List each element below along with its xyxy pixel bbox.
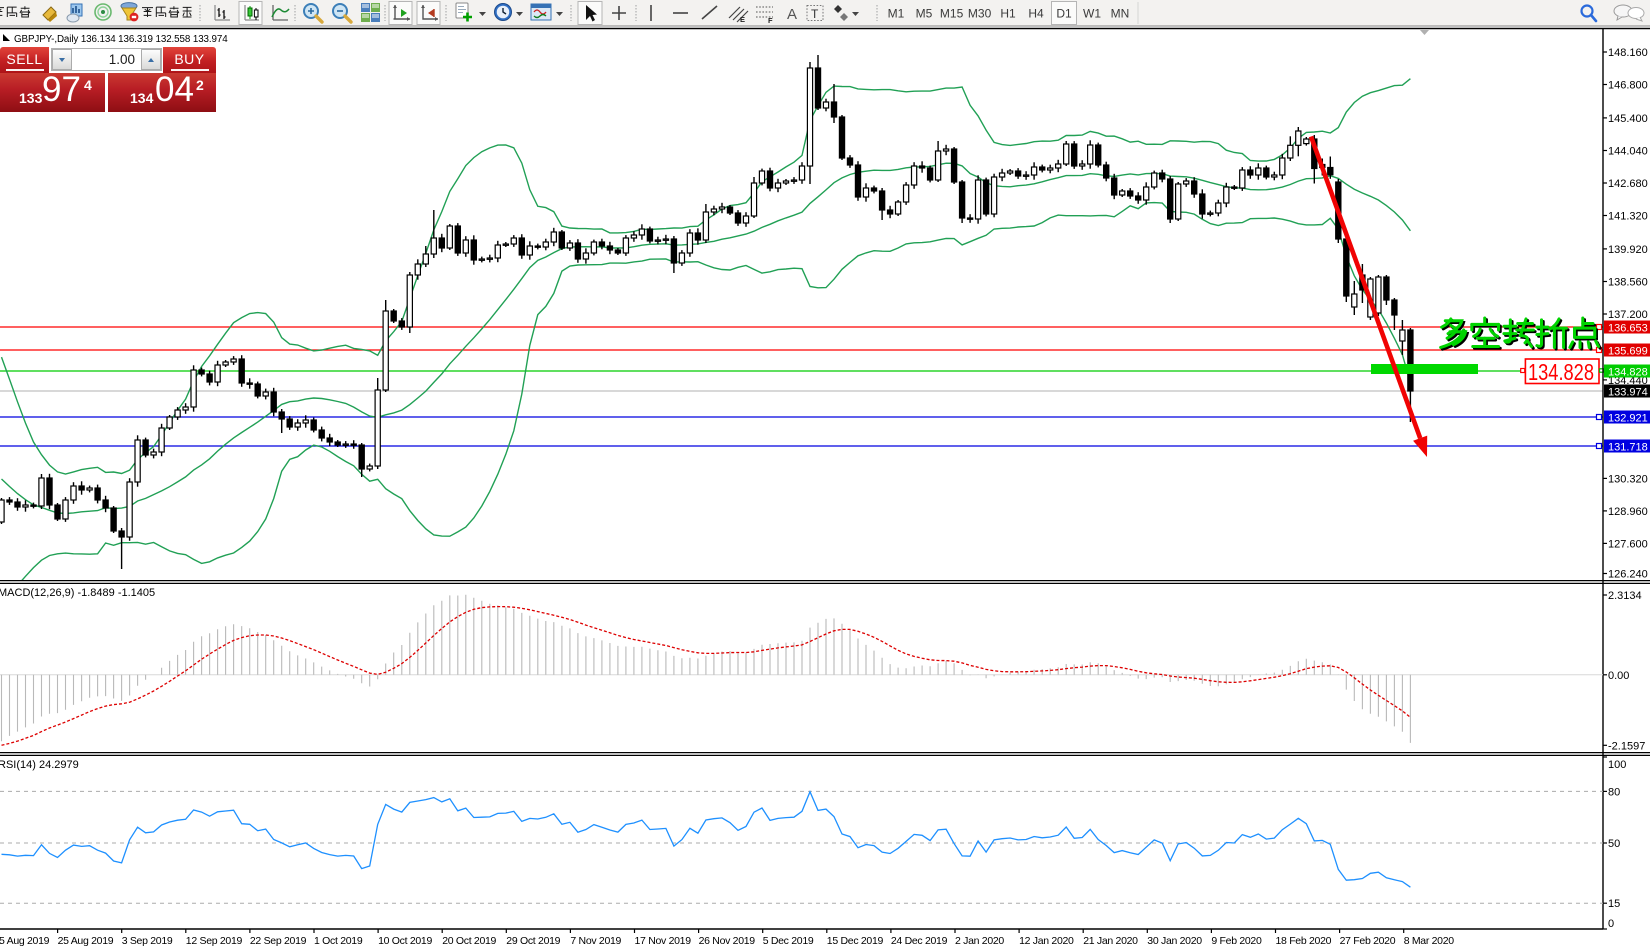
svg-text:H1: H1 <box>1000 7 1016 21</box>
svg-text:137.200: 137.200 <box>1608 309 1648 321</box>
svg-text:134.828: 134.828 <box>1528 359 1594 385</box>
svg-text:7 Nov 2019: 7 Nov 2019 <box>570 935 621 947</box>
svg-text:139.920: 139.920 <box>1608 244 1648 256</box>
svg-text:E: E <box>740 15 745 24</box>
svg-text:T: T <box>811 7 819 21</box>
svg-text:3 Sep 2019: 3 Sep 2019 <box>122 935 173 947</box>
svg-text:80: 80 <box>1608 786 1620 798</box>
svg-text:145.400: 145.400 <box>1608 113 1648 125</box>
svg-text:M15: M15 <box>940 7 964 21</box>
svg-text:126.240: 126.240 <box>1608 569 1648 581</box>
svg-text:0.00: 0.00 <box>1608 670 1629 682</box>
svg-text:18 Feb 2020: 18 Feb 2020 <box>1276 935 1332 947</box>
svg-text:MACD(12,26,9) -1.8489 -1.1405: MACD(12,26,9) -1.8489 -1.1405 <box>0 587 155 599</box>
svg-text:146.800: 146.800 <box>1608 80 1648 92</box>
svg-text:24 Dec 2019: 24 Dec 2019 <box>891 935 948 947</box>
svg-text:MN: MN <box>1111 7 1130 21</box>
svg-text:1 Oct 2019: 1 Oct 2019 <box>314 935 363 947</box>
svg-text:8 Mar 2020: 8 Mar 2020 <box>1404 935 1455 947</box>
svg-text:2.3134: 2.3134 <box>1608 590 1642 602</box>
svg-text:21 Jan 2020: 21 Jan 2020 <box>1083 935 1138 947</box>
svg-text:17 Nov 2019: 17 Nov 2019 <box>635 935 692 947</box>
svg-text:128.960: 128.960 <box>1608 506 1648 518</box>
svg-text:22 Sep 2019: 22 Sep 2019 <box>250 935 307 947</box>
svg-text:12 Jan 2020: 12 Jan 2020 <box>1019 935 1074 947</box>
svg-text:M5: M5 <box>916 7 933 21</box>
svg-text:-2.1597: -2.1597 <box>1608 740 1645 752</box>
svg-text:H4: H4 <box>1028 7 1044 21</box>
svg-text:0: 0 <box>1608 918 1614 930</box>
svg-text:D1: D1 <box>1056 7 1072 21</box>
svg-text:144.040: 144.040 <box>1608 146 1648 158</box>
svg-text:134.828: 134.828 <box>1608 367 1648 379</box>
svg-text:10 Oct 2019: 10 Oct 2019 <box>378 935 432 947</box>
svg-text:20 Oct 2019: 20 Oct 2019 <box>442 935 496 947</box>
svg-text:30 Jan 2020: 30 Jan 2020 <box>1147 935 1202 947</box>
svg-text:F: F <box>768 16 773 25</box>
svg-text:M1: M1 <box>888 7 905 21</box>
svg-text:15 Aug 2019: 15 Aug 2019 <box>0 935 50 947</box>
svg-text:15: 15 <box>1608 898 1620 910</box>
svg-text:130.320: 130.320 <box>1608 473 1648 485</box>
svg-text:RSI(14) 24.2979: RSI(14) 24.2979 <box>0 759 79 771</box>
svg-text:M30: M30 <box>968 7 992 21</box>
svg-text:50: 50 <box>1608 838 1620 850</box>
svg-text:9 Feb 2020: 9 Feb 2020 <box>1211 935 1262 947</box>
svg-text:100: 100 <box>1608 759 1626 771</box>
svg-text:148.160: 148.160 <box>1608 47 1648 59</box>
svg-text:12 Sep 2019: 12 Sep 2019 <box>186 935 243 947</box>
svg-text:15 Dec 2019: 15 Dec 2019 <box>827 935 884 947</box>
svg-text:131.718: 131.718 <box>1608 442 1648 454</box>
svg-text:W1: W1 <box>1083 7 1101 21</box>
svg-text:142.680: 142.680 <box>1608 178 1648 190</box>
svg-text:132.921: 132.921 <box>1608 413 1648 425</box>
svg-text:134.440: 134.440 <box>1608 375 1648 387</box>
svg-text:5 Dec 2019: 5 Dec 2019 <box>763 935 814 947</box>
svg-text:135.699: 135.699 <box>1608 346 1648 358</box>
svg-text:133.974: 133.974 <box>1608 387 1648 399</box>
svg-text:2 Jan 2020: 2 Jan 2020 <box>955 935 1004 947</box>
svg-text:127.600: 127.600 <box>1608 538 1648 550</box>
svg-text:29 Oct 2019: 29 Oct 2019 <box>506 935 560 947</box>
svg-text:138.560: 138.560 <box>1608 277 1648 289</box>
svg-text:141.320: 141.320 <box>1608 211 1648 223</box>
svg-text:26 Nov 2019: 26 Nov 2019 <box>699 935 756 947</box>
svg-text:27 Feb 2020: 27 Feb 2020 <box>1340 935 1396 947</box>
svg-text:A: A <box>787 6 797 23</box>
svg-text:25 Aug 2019: 25 Aug 2019 <box>58 935 114 947</box>
svg-text:136.653: 136.653 <box>1608 323 1648 335</box>
svg-text:GBPJPY-,Daily 136.134 136.319: GBPJPY-,Daily 136.134 136.319 132.558 13… <box>14 34 228 45</box>
